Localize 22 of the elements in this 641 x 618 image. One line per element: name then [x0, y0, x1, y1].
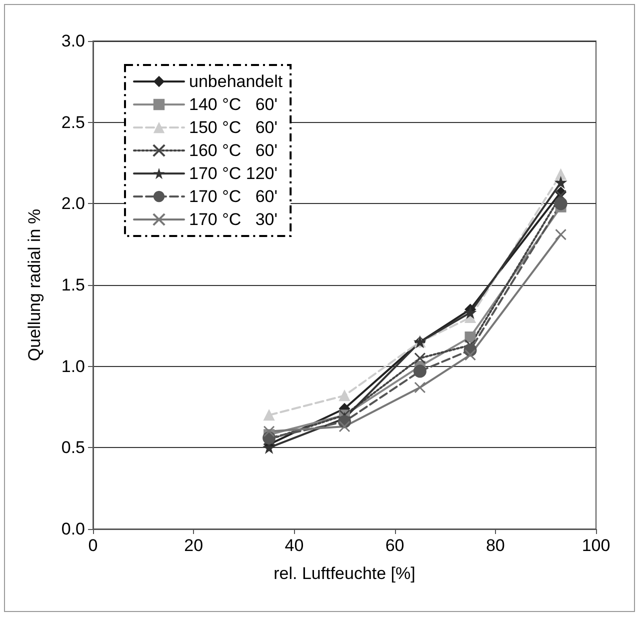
x-axis-title: rel. Luftfeuchte [%]	[274, 564, 416, 583]
x-tick-label: 40	[284, 536, 304, 555]
legend-label: 140 °C 60'	[189, 95, 278, 114]
y-tick-label: 1.5	[61, 276, 85, 294]
legend-label: 150 °C 60'	[189, 118, 278, 137]
y-axis-title: Quellung radial in %	[25, 208, 44, 362]
legend-label: 160 °C 60'	[189, 141, 278, 160]
legend-label: 170 °C 120'	[189, 164, 278, 183]
y-tick-label: 3.0	[61, 32, 85, 50]
x-tick-label: 100	[582, 536, 610, 555]
y-tick-label: 2.0	[61, 194, 85, 214]
legend-label: 170 °C 60'	[189, 187, 278, 206]
x-tick-label: 0	[88, 536, 98, 555]
y-tick-label: 1.0	[61, 356, 85, 376]
legend-label: unbehandelt	[189, 72, 283, 91]
x-tick-label: 80	[486, 536, 505, 555]
x-tick-label: 20	[184, 536, 204, 555]
y-tick-label: 2.5	[61, 112, 85, 132]
y-tick-label: 0.0	[61, 520, 85, 538]
legend-label: 170 °C 30'	[189, 210, 278, 229]
x-tick-label: 60	[385, 536, 404, 555]
y-tick-label: 0.5	[61, 438, 85, 458]
